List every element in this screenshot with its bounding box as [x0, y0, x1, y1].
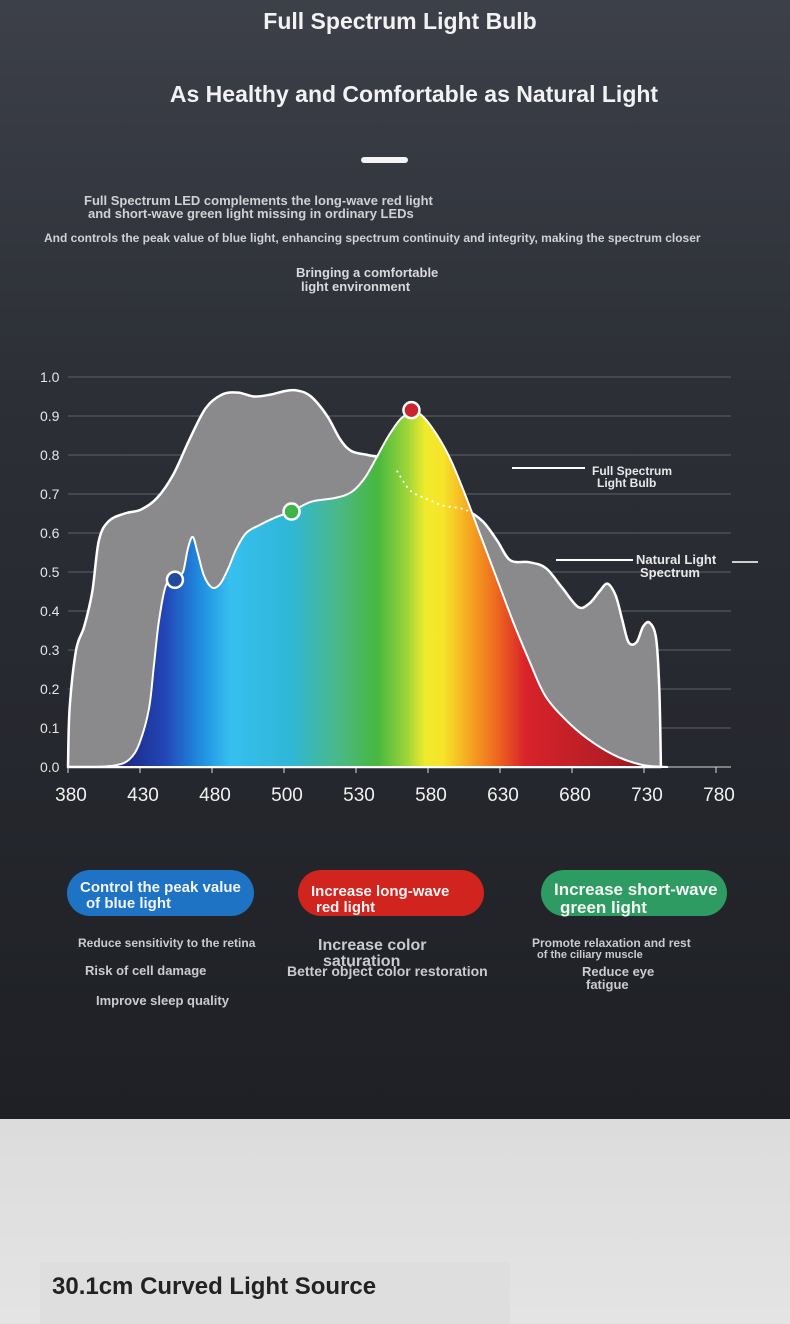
y-tick-label: 0.0 [40, 759, 60, 775]
peak-marker [282, 502, 301, 521]
description-line: Full Spectrum LED complements the long-w… [84, 193, 433, 208]
description-line: And controls the peak value of blue ligh… [44, 231, 701, 245]
benefit-item: of the ciliary muscle [537, 949, 643, 961]
benefit-item: Better object color restoration [287, 963, 488, 979]
description-line: light environment [301, 279, 411, 294]
green-light-pill [541, 870, 727, 916]
benefit-item: Reduce eye [582, 964, 655, 979]
green-light-title: green light [560, 898, 647, 917]
feature-panel: Full Spectrum Light Bulb As Healthy and … [0, 0, 790, 1119]
benefit-item: Risk of cell damage [85, 963, 207, 978]
y-tick-label: 0.3 [40, 642, 60, 658]
benefit-item: Promote relaxation and rest [532, 936, 691, 950]
y-tick-label: 0.1 [40, 720, 60, 736]
natural-curve-dotted [396, 470, 484, 523]
red-light-title: red light [316, 899, 376, 916]
y-tick-label: 1.0 [40, 369, 60, 385]
x-tick-label: 780 [703, 785, 735, 806]
peak-marker [165, 570, 185, 590]
blue-light-pill [67, 870, 254, 916]
benefit-item: saturation [323, 953, 401, 970]
spectrum-chart: 0.0 0.1 0.2 0.3 0.4 0.5 0.6 0.7 0.8 0.9 1.0 380 430… [40, 369, 758, 806]
x-axis: 380 430 480 500 530 580 630 680 730 780 [55, 767, 735, 806]
x-tick-label: 680 [559, 785, 591, 806]
y-tick-label: 0.4 [40, 603, 60, 619]
x-tick-label: 430 [127, 785, 159, 806]
title-divider [361, 157, 408, 163]
section-heading: 30.1cm Curved Light Source [52, 1273, 377, 1300]
chart-markers [165, 400, 421, 590]
x-tick-label: 580 [415, 785, 447, 806]
page-title: Full Spectrum Light Bulb [263, 8, 537, 34]
y-tick-label: 0.6 [40, 525, 60, 541]
benefit-item: Reduce sensitivity to the retina [78, 936, 256, 950]
x-tick-label: 530 [343, 785, 375, 806]
bulb-series-label: Full Spectrum [592, 464, 672, 478]
x-tick-label: 500 [271, 785, 303, 806]
bulb-series-label: Light Bulb [597, 476, 656, 490]
y-tick-label: 0.5 [40, 564, 60, 580]
blue-light-title: Control the peak value [80, 879, 241, 896]
x-tick-label: 480 [199, 785, 231, 806]
benefit-item: fatigue [586, 977, 629, 992]
section-heading-box: 30.1cm Curved Light Source [40, 1262, 510, 1324]
peak-marker [402, 400, 421, 420]
page-subtitle: As Healthy and Comfortable as Natural Li… [169, 81, 659, 107]
y-tick-label: 0.7 [40, 486, 60, 502]
x-tick-label: 380 [55, 785, 87, 806]
red-light-title: Increase long-wave [311, 883, 450, 900]
y-tick-label: 0.8 [40, 447, 60, 463]
green-light-title: Increase short-wave [554, 880, 718, 899]
natural-series-label: Spectrum [640, 565, 700, 580]
red-light-pill [298, 870, 484, 916]
description-line: Bringing a comfortable [296, 265, 439, 280]
benefit-item: Increase color [318, 937, 427, 954]
y-tick-label: 0.9 [40, 408, 60, 424]
blue-light-title: of blue light [86, 895, 171, 912]
x-tick-label: 730 [631, 785, 663, 806]
y-axis: 0.0 0.1 0.2 0.3 0.4 0.5 0.6 0.7 0.8 0.9 1.0 [40, 369, 60, 775]
description-line: and short-wave green light missing in or… [88, 206, 414, 221]
y-tick-label: 0.2 [40, 681, 60, 697]
x-tick-label: 630 [487, 785, 519, 806]
natural-series-label: Natural Light [636, 552, 717, 567]
benefit-item: Improve sleep quality [96, 993, 229, 1008]
